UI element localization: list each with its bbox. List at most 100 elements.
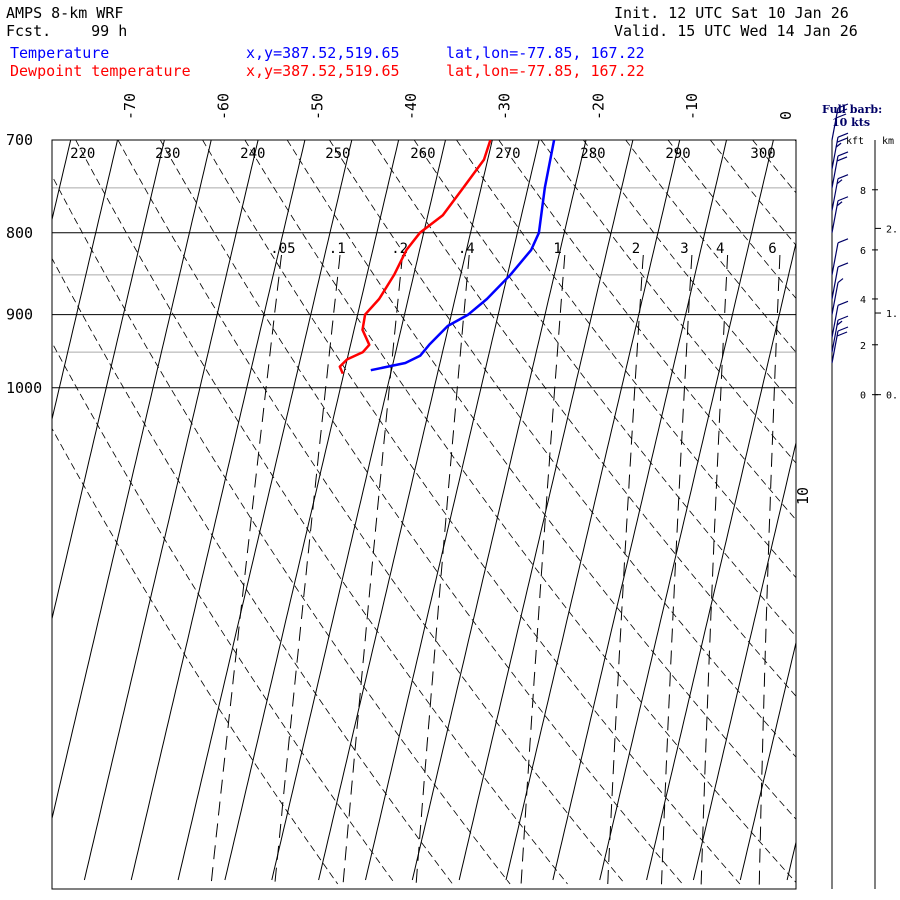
temperature-tick-label: -70 — [121, 93, 139, 120]
plot-frame — [51, 139, 797, 890]
wind-barb-flag — [837, 103, 849, 109]
wind-barb-flag — [836, 156, 848, 162]
barb-note-line2: 10 kts — [832, 116, 870, 129]
isotherm-line — [271, 140, 446, 881]
isotherm-line — [599, 140, 774, 881]
wind-barb-flag — [837, 300, 849, 306]
wind-barb — [831, 151, 849, 189]
mixing-ratio-label: 6 — [768, 241, 776, 257]
kft-unit-label: kft — [846, 136, 864, 147]
forecast-label: Fcst. 99 h — [6, 22, 127, 40]
mixing-ratio-line — [210, 254, 282, 888]
dry-adiabat-line — [244, 140, 796, 884]
temperature-tick-label: -10 — [683, 93, 701, 120]
mixing-ratio-label: 3 — [680, 241, 688, 257]
wind-barb-staff — [831, 266, 839, 300]
isotherm-line — [52, 140, 212, 821]
temperature-tick-label: -30 — [496, 93, 514, 120]
temperature-tick-label: -60 — [215, 93, 233, 120]
mixing-ratio-line — [520, 254, 566, 888]
legend-temperature-xy: x,y=387.52,519.65 — [246, 44, 400, 62]
dry-adiabat-line — [75, 140, 568, 885]
isotherm-line — [411, 140, 587, 881]
profile-lines — [338, 140, 556, 375]
isotherm-line — [646, 241, 796, 881]
isotherm-line — [224, 140, 400, 881]
wind-barb-staff — [831, 107, 839, 141]
wind-barb-staff — [831, 155, 839, 189]
theta-label: 230 — [155, 146, 180, 162]
km-unit-label: km — [882, 136, 894, 147]
mixing-ratio-label: 1 — [553, 241, 561, 257]
wind-barb-staff — [831, 200, 839, 233]
wind-barb-flag — [837, 151, 849, 157]
pressure-tick-label: 700 — [6, 131, 33, 149]
theta-label: 300 — [750, 146, 775, 162]
temperature-tick-label: 0 — [777, 111, 795, 120]
wind-column: Full barb:10 kts kft km 8 6 4 2 0 2. 1. 0. 10 — [794, 103, 898, 889]
wind-barb-staff — [831, 178, 839, 211]
dry-adiabat-line — [117, 140, 626, 885]
dry-adiabat-line — [880, 140, 900, 884]
wind-barb-flag — [837, 174, 849, 180]
valid-time: Valid. 15 UTC Wed 14 Jan 26 — [614, 22, 858, 40]
theta-label: 270 — [495, 146, 520, 162]
theta-label: 260 — [410, 146, 435, 162]
isotherm-line — [52, 140, 118, 422]
wind-barb-staff — [831, 242, 839, 275]
wind-barb — [831, 174, 849, 211]
dry-adiabat-line — [52, 427, 339, 885]
wind-barb-flag — [837, 196, 849, 202]
legend-dewpoint-latlon: lat,lon=-77.85, 167.22 — [446, 62, 645, 80]
wind-barb-staff — [831, 320, 839, 353]
fcst-value: 99 h — [91, 22, 128, 40]
isotherm-line — [692, 440, 796, 881]
isotherm-line — [365, 140, 540, 881]
mixing-ratio-line — [700, 254, 729, 888]
dry-adiabat-line — [52, 257, 453, 885]
dry-adiabat-line — [413, 140, 796, 637]
theta-label: 290 — [665, 146, 690, 162]
temperature-tick-label: -50 — [308, 93, 326, 120]
legend-temperature-label: Temperature — [10, 44, 110, 62]
dry-adiabat-line — [52, 174, 511, 885]
dry-adiabat-line — [159, 140, 683, 885]
dry-adiabat-line — [456, 140, 796, 579]
dry-adiabat-line — [202, 140, 741, 885]
isotherm-line — [52, 140, 165, 621]
dry-adiabat-line — [667, 140, 796, 299]
wind-barb-flag — [837, 278, 844, 284]
mixing-ratio-line — [274, 254, 341, 888]
wind-barb — [831, 262, 849, 300]
legend-dewpoint-label: Dewpoint temperature — [10, 62, 191, 80]
theta-label: 280 — [580, 146, 605, 162]
dry-adiabat-line — [709, 140, 796, 246]
wind-barb-staff — [831, 330, 839, 364]
isotherm-line — [318, 140, 493, 881]
fcst-label: Fcst. — [6, 22, 52, 40]
wind-barb — [831, 238, 849, 275]
dry-adiabat-line — [52, 341, 396, 885]
wind-barb-flag — [837, 315, 849, 321]
pressure-tick-label: 800 — [6, 224, 33, 242]
legend-temperature-latlon: lat,lon=-77.85, 167.22 — [446, 44, 645, 62]
wind-barb-flag — [835, 113, 847, 119]
km-tick-label: 1. — [886, 309, 898, 320]
wind-barb-staff — [831, 282, 839, 315]
pressure-tick-label: 1000 — [6, 379, 42, 397]
wind-barb-flag — [836, 331, 848, 337]
isotherm-line — [0, 140, 24, 880]
pressure-tick-label: 900 — [6, 306, 33, 324]
wind-barb — [831, 300, 849, 338]
isotherm-line — [739, 640, 796, 881]
wind-barb — [831, 196, 849, 233]
mixing-ratio-line — [758, 254, 781, 888]
temperature-tick-label: -40 — [402, 93, 420, 120]
wind-barb-flag — [835, 142, 842, 148]
wind-barb-flag — [836, 320, 843, 326]
wind-barb-flag — [836, 201, 843, 207]
mixing-ratio-line — [660, 254, 693, 888]
temperature-line — [370, 140, 556, 372]
wind-barb-flag — [837, 326, 849, 332]
